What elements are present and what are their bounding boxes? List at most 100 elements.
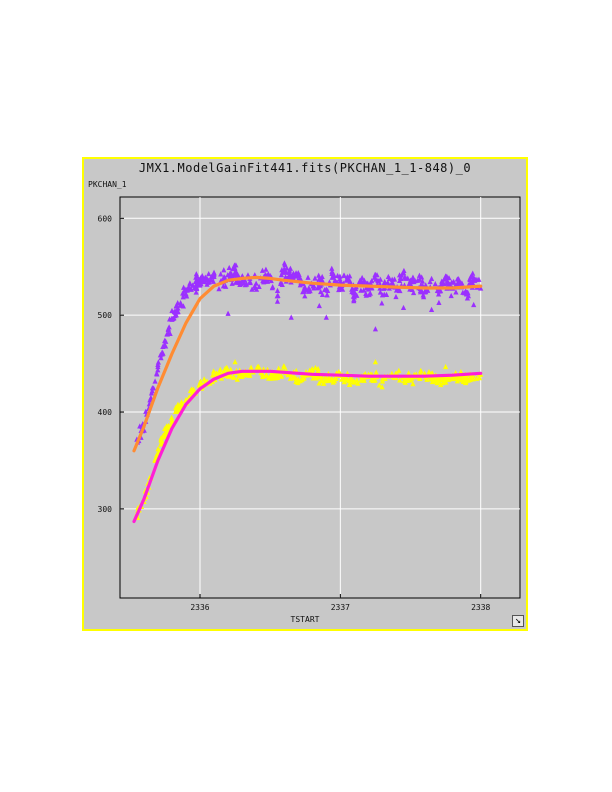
data-point: [187, 280, 193, 286]
x-tick-label: 2338: [471, 603, 490, 612]
data-point: [149, 385, 155, 391]
resize-handle-icon[interactable]: ↘: [512, 615, 524, 627]
data-point-outlier: [428, 306, 435, 312]
data-point: [423, 282, 429, 288]
data-point: [184, 293, 190, 299]
data-point: [336, 286, 342, 293]
data-point: [287, 375, 294, 381]
data-point: [464, 295, 471, 301]
data-point: [454, 276, 460, 282]
data-point: [281, 260, 288, 266]
data-point: [227, 373, 234, 379]
data-point: [391, 276, 398, 282]
data-point: [341, 375, 347, 381]
data-point: [419, 278, 426, 284]
data-point: [307, 367, 313, 373]
data-point: [270, 283, 276, 290]
data-point: [297, 282, 303, 288]
data-point-outlier: [232, 359, 238, 365]
data-point: [435, 291, 442, 297]
data-point: [259, 267, 266, 273]
data-point: [193, 271, 199, 277]
data-point: [439, 279, 446, 285]
data-point: [169, 414, 175, 420]
data-point: [305, 274, 311, 280]
data-point: [312, 275, 318, 281]
data-point: [274, 293, 280, 299]
data-point: [158, 355, 164, 361]
data-point: [270, 372, 276, 378]
data-point: [407, 280, 414, 287]
data-point: [337, 278, 343, 284]
data-point: [453, 289, 459, 295]
data-point: [478, 285, 484, 291]
plot-frame: [119, 196, 521, 599]
data-point: [348, 375, 354, 381]
data-point: [277, 372, 283, 378]
fit-curve: [132, 275, 483, 453]
fit-curve: [132, 369, 483, 524]
data-point: [457, 279, 463, 285]
data-point: [263, 266, 269, 272]
data-point: [329, 268, 335, 274]
data-point: [458, 369, 464, 375]
data-point: [379, 384, 385, 390]
data-point: [272, 375, 279, 381]
data-point: [390, 280, 396, 287]
data-point: [375, 277, 381, 284]
data-point: [279, 281, 285, 288]
data-point: [418, 367, 424, 374]
data-point: [428, 275, 435, 281]
data-point: [179, 399, 185, 405]
data-point-outlier: [372, 326, 379, 332]
data-point: [396, 367, 402, 373]
data-point: [381, 280, 387, 286]
data-point: [318, 288, 324, 295]
data-point: [302, 287, 308, 293]
data-point: [159, 351, 165, 357]
data-point: [324, 292, 330, 298]
data-point: [323, 286, 329, 292]
data-point: [239, 278, 245, 284]
data-point: [154, 370, 160, 376]
data-point: [276, 365, 282, 371]
data-point: [436, 299, 442, 305]
data-point: [406, 370, 412, 376]
data-point: [318, 378, 324, 384]
data-point: [231, 262, 238, 268]
data-point: [226, 264, 232, 271]
data-point: [169, 315, 175, 321]
data-point: [347, 381, 353, 387]
data-point: [173, 308, 179, 314]
data-point: [476, 375, 483, 381]
data-point: [316, 275, 322, 281]
data-point: [379, 378, 386, 384]
data-point: [290, 270, 297, 276]
data-point: [252, 283, 258, 289]
data-point: [260, 277, 266, 284]
data-point: [165, 326, 171, 333]
data-point: [317, 374, 323, 380]
data-point: [237, 281, 243, 288]
data-point: [343, 277, 349, 283]
data-point: [282, 274, 288, 280]
data-point: [193, 289, 199, 295]
data-point: [274, 298, 281, 304]
data-point: [218, 271, 224, 277]
data-point: [302, 293, 308, 299]
data-point: [216, 286, 222, 292]
data-point: [397, 277, 403, 283]
data-point: [211, 269, 217, 275]
data-point: [341, 272, 347, 278]
data-point: [351, 294, 357, 300]
data-point-outlier: [471, 301, 477, 308]
data-point: [197, 276, 203, 282]
data-point: [471, 275, 477, 281]
data-point: [410, 289, 417, 296]
y-tick-label: 600: [98, 214, 113, 223]
data-point: [222, 275, 228, 281]
data-point: [377, 289, 383, 295]
data-point: [295, 269, 301, 276]
x-axis-label: TSTART: [291, 615, 320, 624]
data-point: [274, 287, 281, 293]
